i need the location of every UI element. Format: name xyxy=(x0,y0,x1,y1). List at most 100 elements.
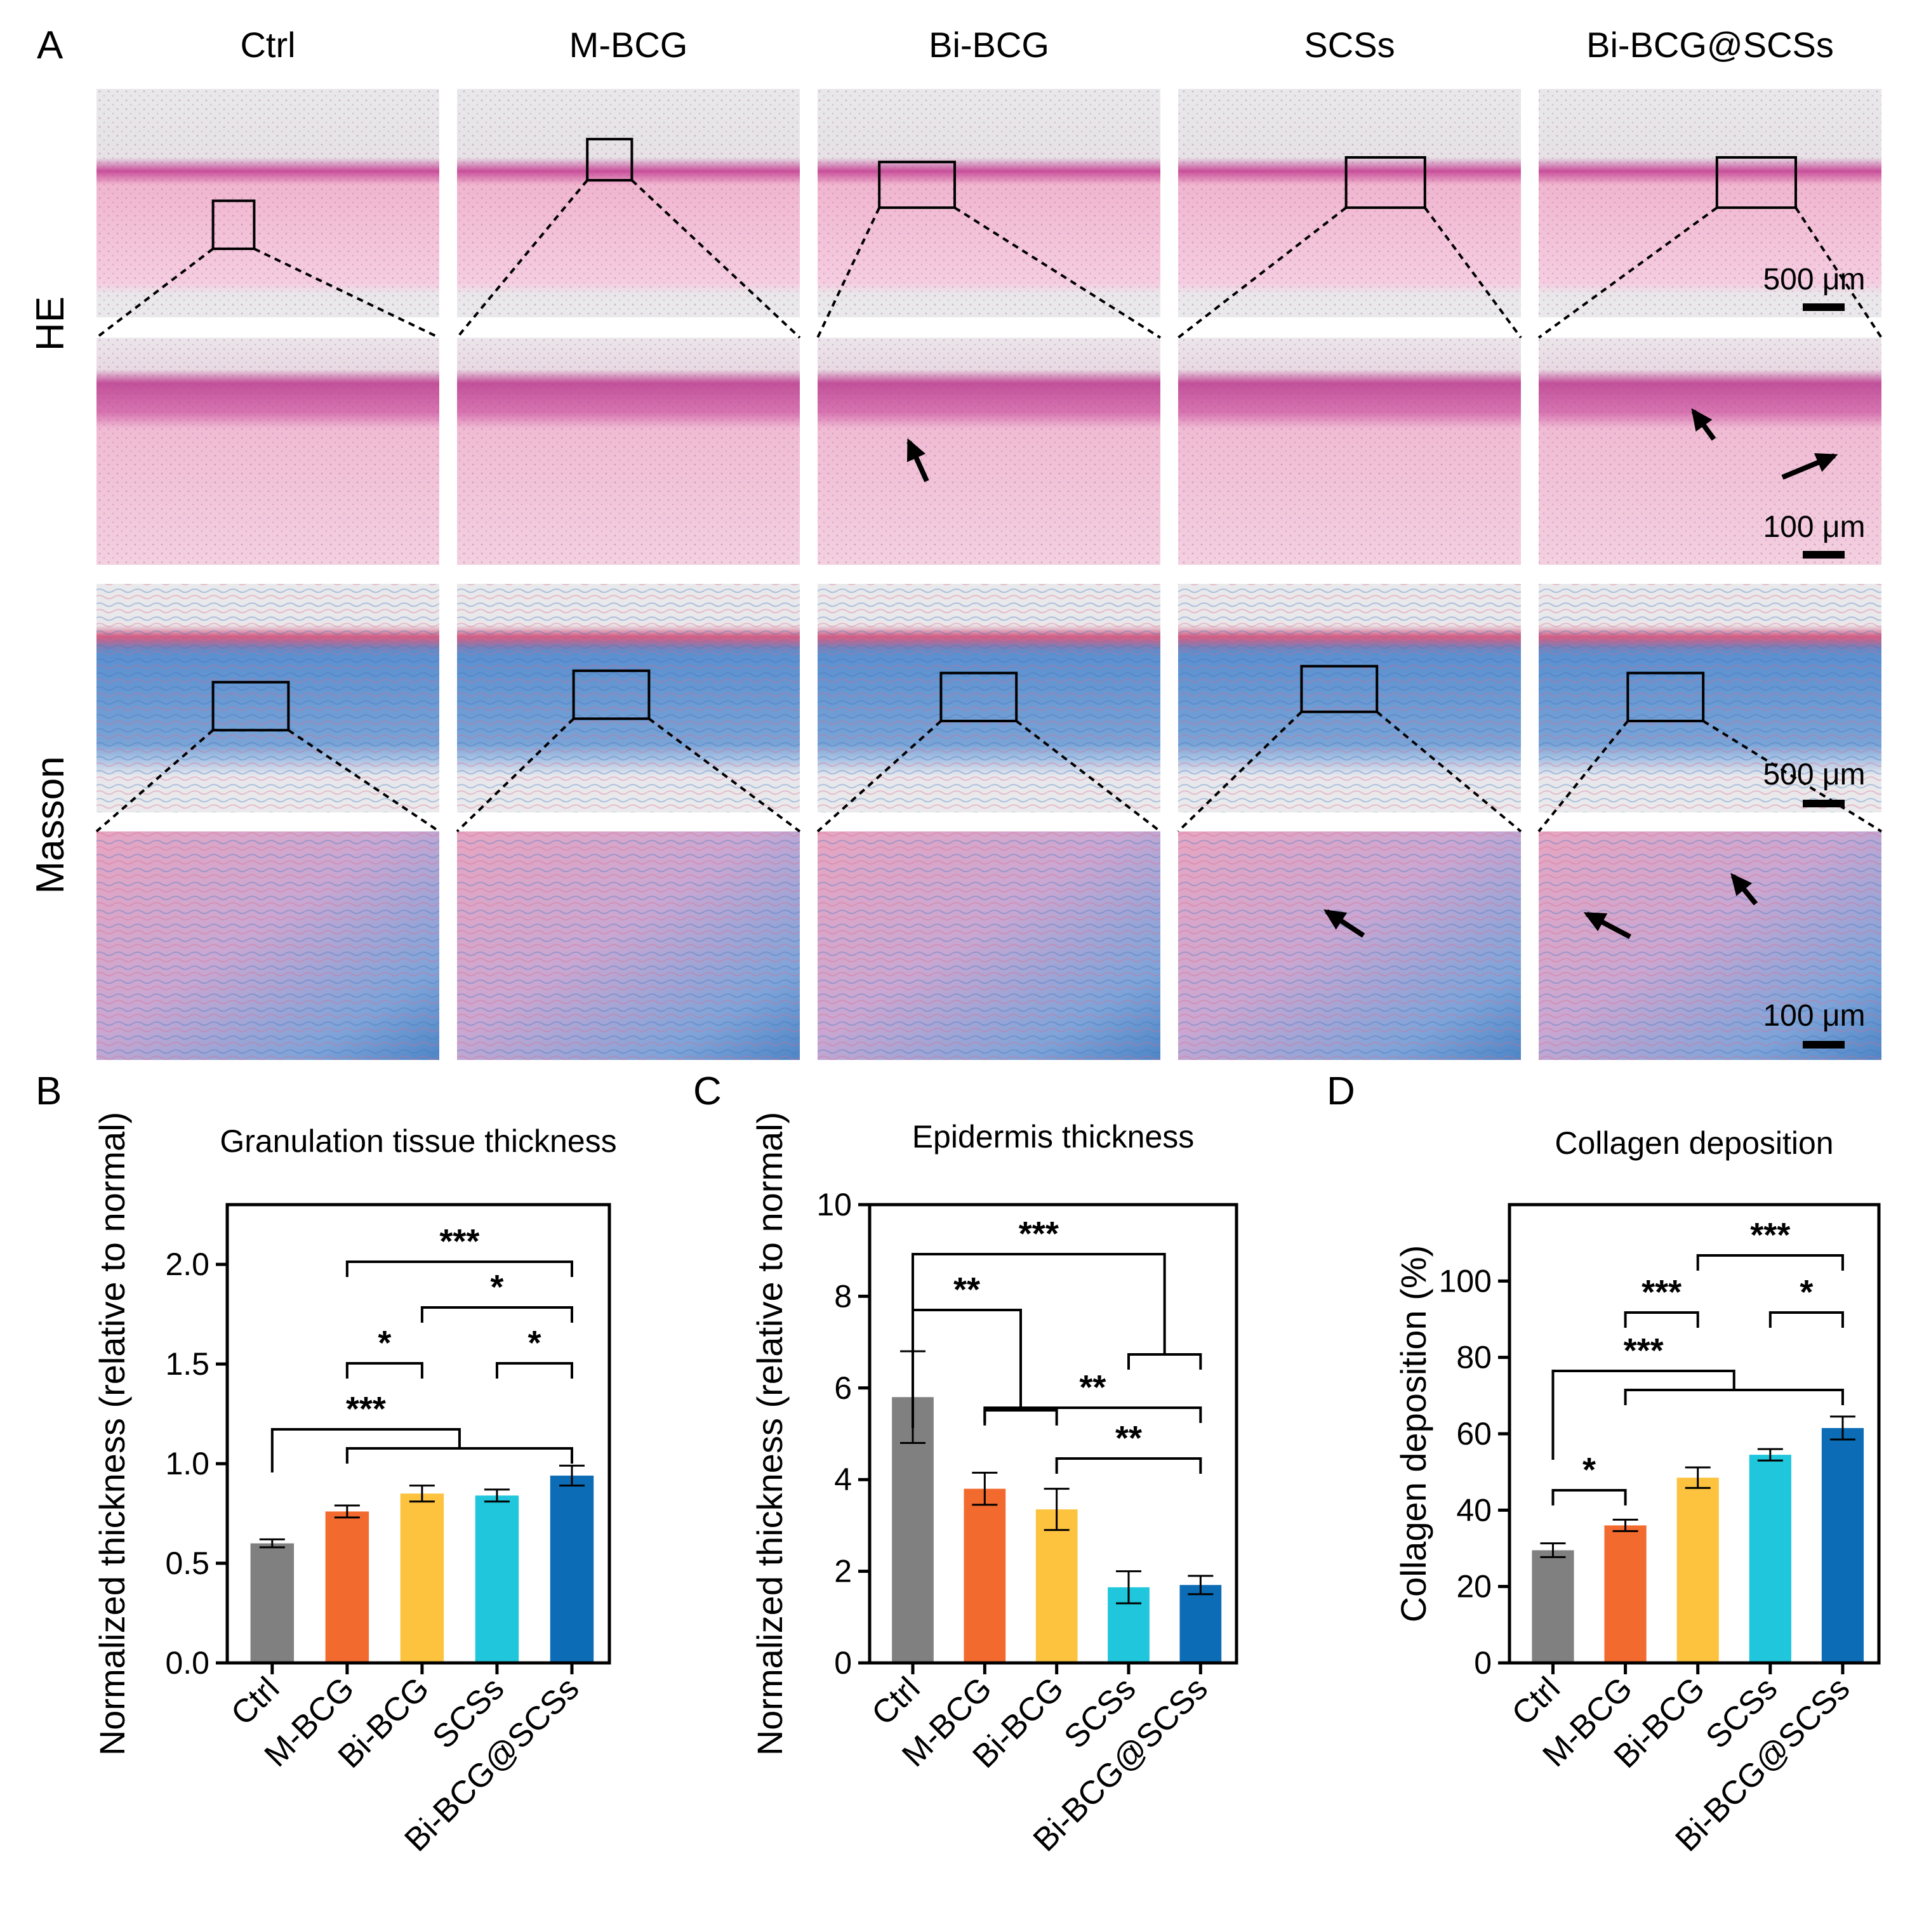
scale-bar xyxy=(1803,303,1845,311)
y-tick-label: 1.5 xyxy=(165,1346,209,1382)
significance-bracket xyxy=(1768,1311,1844,1328)
zoom-line xyxy=(1376,711,1522,833)
plot-frame xyxy=(225,1203,611,1665)
zoom-line xyxy=(1424,207,1522,339)
inset-box xyxy=(211,680,290,732)
micrograph-texture xyxy=(818,338,1160,565)
micrograph-texture xyxy=(818,831,1160,1060)
significance-bracket xyxy=(983,1409,1058,1426)
zoom-line xyxy=(1702,720,1883,833)
chart-title: Granulation tissue thickness xyxy=(220,1123,616,1159)
micrograph-texture xyxy=(96,584,439,812)
significance-bracket xyxy=(1127,1353,1202,1370)
bar xyxy=(400,1493,444,1663)
inset-box xyxy=(1715,156,1798,209)
inset-box xyxy=(572,669,651,720)
y-tick-label: 10 xyxy=(816,1187,852,1222)
plot-frame xyxy=(868,1203,1238,1665)
y-tick-label: 0 xyxy=(1474,1645,1492,1681)
micrograph-texture xyxy=(1539,338,1881,565)
chart-granulation: B Granulation tissue thickness Normalized … xyxy=(36,1069,617,1858)
arrow-head xyxy=(1814,453,1838,472)
group-label: M-BCG xyxy=(569,25,688,65)
micrograph-texture xyxy=(96,338,439,565)
micrograph-texture xyxy=(1539,584,1881,812)
zoom-line xyxy=(1177,711,1303,833)
zoom-line xyxy=(95,248,214,339)
significance-bracket xyxy=(983,1406,1202,1423)
y-tick-label: 8 xyxy=(834,1278,852,1314)
significance-label: * xyxy=(1800,1273,1813,1311)
significance-label: ** xyxy=(1079,1368,1106,1406)
chart-title: Collagen deposition xyxy=(1555,1125,1833,1161)
row-label-he: HE xyxy=(29,296,72,351)
zoom-line xyxy=(1794,207,1883,339)
bar xyxy=(964,1488,1006,1663)
bar xyxy=(1749,1455,1791,1663)
arrow-head xyxy=(1691,408,1713,432)
significance-label: *** xyxy=(1750,1216,1790,1254)
micrograph-texture xyxy=(457,89,800,317)
significance-bracket xyxy=(1696,1254,1844,1271)
panel-letter: D xyxy=(1327,1069,1355,1113)
y-tick-label: 2.0 xyxy=(165,1247,209,1282)
group-label: Bi-BCG xyxy=(929,25,1049,65)
bar xyxy=(550,1475,594,1663)
zoom-line xyxy=(1015,720,1162,833)
y-tick-label: 80 xyxy=(1456,1340,1492,1375)
y-tick-label: 100 xyxy=(1439,1263,1492,1299)
inset-box xyxy=(1626,672,1705,723)
x-tick-label: Ctrl xyxy=(865,1670,927,1732)
arrow-head xyxy=(1323,909,1348,930)
bar xyxy=(475,1495,519,1663)
scale-bar-label: 500 μm xyxy=(1763,263,1865,296)
row-label-masson: Masson xyxy=(29,756,72,894)
significance-label: * xyxy=(1582,1451,1596,1489)
micrograph-texture xyxy=(1539,89,1881,317)
inset-box xyxy=(1300,665,1379,713)
significance-label: * xyxy=(490,1268,503,1306)
y-tick-label: 2 xyxy=(834,1554,852,1589)
zoom-line xyxy=(648,717,801,833)
significance-bracket xyxy=(1624,1311,1699,1328)
micrograph-texture xyxy=(457,338,800,565)
bar xyxy=(1532,1550,1574,1663)
significance-label: *** xyxy=(1624,1332,1664,1370)
micrograph-texture xyxy=(1539,831,1881,1060)
significance-bracket xyxy=(345,1260,573,1277)
significance-bracket xyxy=(420,1306,573,1323)
micrograph-texture xyxy=(1178,338,1521,565)
significance-bracket xyxy=(1624,1389,1844,1405)
significance-bracket xyxy=(1551,1370,1735,1460)
bar xyxy=(1179,1585,1222,1663)
arrow-head xyxy=(1730,873,1753,896)
inset-box xyxy=(939,672,1018,723)
y-tick-label: 4 xyxy=(834,1462,852,1497)
group-label: SCSs xyxy=(1304,25,1395,65)
zoom-line xyxy=(95,729,214,833)
significance-bracket xyxy=(345,1447,573,1464)
inset-box xyxy=(586,138,633,182)
scale-bar-label: 500 μm xyxy=(1763,758,1865,791)
scale-bar-label: 100 μm xyxy=(1763,510,1865,544)
y-tick-label: 0 xyxy=(834,1645,852,1681)
significance-bracket xyxy=(495,1362,573,1379)
zoom-line xyxy=(288,729,441,833)
significance-label: *** xyxy=(1019,1215,1059,1253)
micrograph-texture xyxy=(96,831,439,1060)
group-label: Ctrl xyxy=(240,25,295,65)
significance-label: * xyxy=(378,1324,391,1362)
micrograph-texture xyxy=(457,584,800,812)
y-tick-label: 0.0 xyxy=(165,1645,209,1681)
micrograph-texture xyxy=(1178,89,1521,317)
significance-label: ** xyxy=(953,1271,980,1309)
y-tick-label: 0.5 xyxy=(165,1545,209,1581)
chart-title: Epidermis thickness xyxy=(912,1119,1195,1155)
y-tick-label: 60 xyxy=(1456,1416,1492,1452)
zoom-line xyxy=(1537,720,1629,833)
inset-box xyxy=(211,199,256,250)
significance-bracket xyxy=(270,1428,461,1472)
chart-epidermis: C Epidermis thickness Normalized thickness… xyxy=(693,1069,1238,1858)
y-tick-label: 20 xyxy=(1456,1569,1492,1604)
